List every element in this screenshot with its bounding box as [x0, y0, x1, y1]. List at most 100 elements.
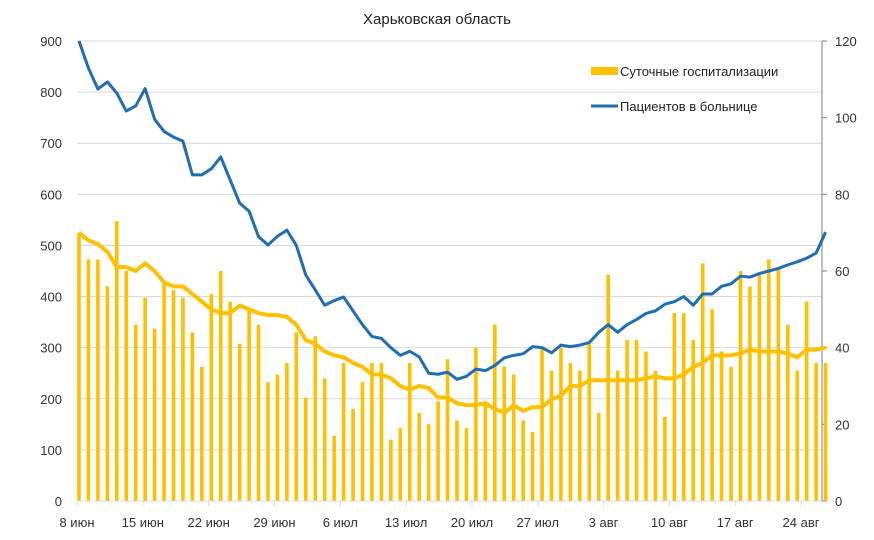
left-tick-label: 200 [40, 392, 62, 407]
left-axis: 0 100 200 300 400 500 600 700 800 900 [40, 34, 62, 509]
bar [304, 397, 308, 501]
bar [218, 271, 223, 501]
bar [587, 343, 592, 501]
left-tick-label: 800 [40, 85, 62, 100]
bar [464, 428, 469, 501]
bar [417, 412, 421, 501]
legend-label-bars: Суточные госпитализации [620, 64, 778, 79]
bar [776, 267, 781, 501]
bar [625, 340, 629, 501]
bar [530, 432, 535, 501]
bar [341, 363, 346, 501]
left-tick-label: 400 [40, 290, 62, 305]
right-tick-label: 0 [835, 494, 842, 509]
bar [285, 363, 289, 501]
bar [549, 370, 554, 501]
bar [389, 439, 393, 501]
bar [823, 363, 828, 501]
bars-daily-hospitalizations [77, 221, 828, 501]
bar [351, 409, 355, 501]
x-tick-label: 17 авг [717, 515, 754, 530]
bar [124, 271, 129, 501]
bar [682, 313, 686, 501]
left-tick-label: 100 [40, 443, 62, 458]
bar [228, 301, 232, 501]
bar [86, 259, 91, 501]
bar [559, 347, 563, 501]
x-tick-label: 22 июн [188, 515, 230, 530]
bar [133, 324, 138, 501]
bar [502, 366, 507, 501]
bar [247, 309, 251, 501]
left-tick-label: 600 [40, 187, 62, 202]
bar [360, 382, 365, 501]
bar [455, 420, 459, 501]
bar [738, 271, 743, 501]
bar [634, 340, 639, 501]
legend: Суточные госпитализации Пациентов в боль… [591, 64, 778, 114]
bar [162, 282, 166, 501]
bar [795, 370, 799, 501]
bar [181, 297, 185, 501]
bar [767, 259, 771, 501]
bar [521, 420, 525, 501]
bar [407, 363, 412, 501]
bar [143, 297, 147, 501]
left-tick-label: 300 [40, 341, 62, 356]
right-axis: 0 20 40 60 80 100 120 [821, 34, 857, 509]
bar [785, 324, 790, 501]
x-tick-label: 10 авг [651, 515, 688, 530]
bar [436, 401, 440, 501]
bar [757, 274, 762, 501]
bar [96, 259, 100, 501]
line-patients-in-hospital [77, 40, 827, 381]
bar [700, 263, 705, 501]
bar [370, 363, 374, 501]
right-tick-label: 40 [835, 341, 849, 356]
bar [275, 374, 280, 501]
bar [596, 412, 601, 501]
bar [115, 221, 119, 501]
bar [426, 424, 431, 501]
legend-swatch-bars [591, 67, 618, 75]
x-tick-label: 8 июн [59, 515, 94, 530]
x-tick-label: 3 авг [589, 515, 619, 530]
left-tick-label: 0 [55, 494, 62, 509]
x-tick-label: 6 июл [323, 515, 358, 530]
bar [445, 359, 450, 501]
right-tick-label: 20 [835, 417, 849, 432]
x-tick-label: 20 июл [451, 515, 493, 530]
bar [256, 324, 261, 501]
bar [398, 428, 403, 501]
left-tick-label: 900 [40, 34, 62, 49]
bar [209, 294, 214, 501]
right-tick-label: 100 [835, 111, 857, 126]
bar [77, 232, 81, 501]
bar [105, 286, 110, 501]
left-tick-label: 700 [40, 136, 62, 151]
bar [313, 336, 318, 501]
bar [691, 340, 696, 501]
left-tick-label: 500 [40, 238, 62, 253]
right-tick-label: 60 [835, 264, 849, 279]
bar [171, 290, 176, 501]
bar [493, 324, 497, 501]
bar [200, 366, 204, 501]
x-axis: 8 июн 15 июн 22 июн 29 июн 6 июл 13 июл 20 июл… [59, 500, 822, 530]
bar [152, 328, 157, 501]
x-tick-label: 24 авг [783, 515, 820, 530]
x-tick-label: 27 июл [517, 515, 559, 530]
bar [266, 382, 270, 501]
bar [663, 416, 667, 501]
bar [653, 370, 658, 501]
bar [672, 313, 677, 501]
x-tick-label: 15 июн [122, 515, 164, 530]
bar [804, 301, 809, 501]
bar [729, 366, 733, 501]
bar [710, 309, 714, 501]
bar [606, 274, 610, 501]
lines [77, 40, 827, 415]
bar [332, 435, 336, 501]
bar [511, 374, 516, 501]
